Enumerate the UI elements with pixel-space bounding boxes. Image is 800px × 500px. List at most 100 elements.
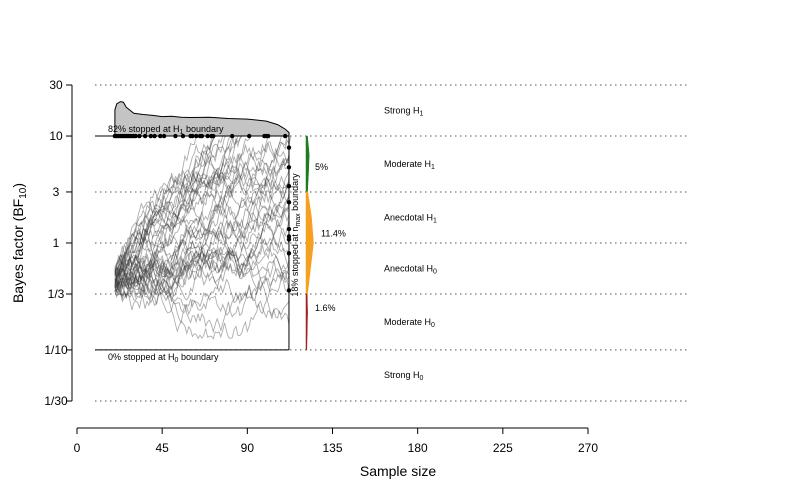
trajectory-line	[114, 169, 290, 274]
trajectory-line	[114, 141, 290, 283]
evidence-label: Anecdotal H0	[384, 264, 437, 276]
y-tick-label: 1/10	[44, 343, 68, 357]
stop-point-upper	[180, 133, 186, 139]
y-tick-label: 10	[49, 129, 63, 143]
trajectory-line	[114, 135, 243, 292]
stop-point-upper	[137, 133, 142, 139]
evidence-label: Moderate H1	[384, 159, 435, 171]
stop-point-upper	[247, 133, 252, 139]
stop-point-upper	[158, 133, 163, 139]
trajectory-line	[114, 135, 197, 291]
stop-point-upper	[205, 133, 210, 139]
evidence-label: Strong H1	[384, 106, 424, 118]
nmax-percentage-label: 1.6%	[315, 303, 336, 313]
trajectory-line	[114, 135, 239, 279]
stop-point-upper	[161, 133, 167, 139]
trajectory-line	[114, 228, 290, 316]
stop-point-upper	[173, 133, 178, 139]
trajectory-line	[114, 159, 290, 270]
stop-point-upper	[133, 133, 138, 139]
trajectory-line	[114, 205, 290, 299]
y-tick-label: 30	[49, 78, 63, 92]
stop-point-nmax	[286, 165, 292, 170]
trajectory-line	[114, 142, 290, 285]
stop-point-upper	[194, 133, 199, 139]
annotations: 82% stopped at H1 boundary 0% stopped at …	[108, 124, 302, 364]
trajectory-line	[114, 220, 290, 279]
trajectory-line	[114, 202, 290, 307]
trajectory-line	[114, 135, 218, 275]
evidence-label: Moderate H0	[384, 317, 435, 329]
trajectory-line	[114, 135, 216, 273]
upper-density	[114, 101, 290, 137]
nmax-distribution: 5% 11.4% 1.6%	[305, 135, 346, 351]
trajectory-line	[114, 267, 290, 340]
trajectory-line	[114, 135, 282, 298]
trajectory-line	[114, 135, 243, 275]
grid-lines	[95, 84, 690, 402]
nmax-density-1	[305, 191, 314, 295]
y-tick-label: 3	[53, 185, 60, 199]
trajectory-line	[114, 135, 269, 277]
stop-point-nmax	[286, 145, 292, 150]
x-tick-label: 90	[241, 441, 255, 455]
x-axis: 0 45 90 135 180 225 270	[74, 427, 598, 455]
trajectory-line	[114, 202, 290, 292]
evidence-label: Anecdotal H1	[384, 213, 437, 225]
trajectory-line	[114, 196, 290, 281]
y-tick-label: 1/3	[48, 287, 65, 301]
x-tick-label: 45	[155, 441, 169, 455]
nmax-percentage-label: 5%	[315, 162, 328, 172]
stop-point-nmax	[286, 200, 292, 205]
trajectory-line	[114, 163, 290, 288]
trajectory-line	[114, 175, 290, 298]
evidence-label: Strong H0	[384, 370, 424, 382]
trajectory-line	[114, 254, 290, 324]
stop-point-nmax	[286, 183, 292, 189]
nmax-boundary-annotation: 18% stopped at nmax boundary	[290, 173, 302, 297]
trajectory-line	[114, 231, 290, 298]
upper-density-area	[114, 101, 290, 137]
x-tick-label: 0	[74, 441, 81, 455]
y-axis: 1/30 1/10 1/3 1 3 10 30	[44, 78, 73, 408]
trajectories	[114, 135, 292, 340]
x-tick-label: 270	[578, 441, 598, 455]
upper-boundary-annotation: 82% stopped at H1 boundary	[108, 124, 224, 136]
stop-point-upper	[199, 133, 205, 139]
stop-point-upper	[152, 133, 157, 139]
nmax-density-2	[305, 293, 308, 351]
trajectory-line	[114, 135, 231, 291]
stop-point-upper	[265, 133, 271, 139]
nmax-density-0	[305, 135, 310, 193]
trajectory-line	[114, 135, 227, 270]
trajectory-line	[114, 219, 290, 298]
trajectory-line	[114, 183, 290, 287]
stop-point-nmax	[286, 226, 292, 232]
stop-points	[112, 133, 292, 293]
trajectory-line	[114, 135, 224, 278]
stop-point-upper	[282, 133, 288, 139]
stop-point-nmax	[286, 251, 292, 256]
trajectory-line	[114, 246, 290, 311]
x-tick-label: 135	[322, 441, 342, 455]
trajectory-line	[114, 135, 288, 296]
lower-boundary-annotation: 0% stopped at H0 boundary	[108, 352, 219, 364]
x-axis-title: Sample size	[360, 463, 436, 479]
y-axis-title: Bayes factor (BF10)	[10, 183, 29, 303]
trajectory-line	[114, 135, 235, 290]
stop-point-upper	[142, 133, 148, 139]
trajectory-line	[114, 135, 252, 287]
trajectory-line	[114, 266, 290, 334]
trajectory-line	[114, 157, 290, 280]
stop-point-nmax	[286, 237, 292, 242]
trajectory-line	[114, 198, 290, 280]
trajectory-line	[114, 227, 290, 303]
trajectory-line	[114, 228, 290, 305]
y-tick-label: 1/30	[44, 394, 68, 408]
x-tick-label: 180	[408, 441, 428, 455]
nmax-percentage-label: 11.4%	[321, 228, 346, 238]
trajectory-line	[114, 178, 290, 294]
stop-point-upper	[229, 133, 235, 139]
trajectory-line	[114, 160, 290, 297]
